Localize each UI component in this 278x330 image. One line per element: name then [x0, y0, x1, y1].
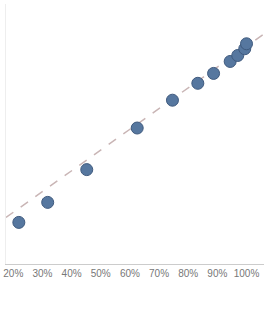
svg-text:20%: 20% [3, 268, 23, 279]
svg-text:70%: 70% [149, 268, 169, 279]
svg-text:100%: 100% [234, 268, 260, 279]
svg-text:60%: 60% [120, 268, 140, 279]
svg-text:50%: 50% [91, 268, 111, 279]
svg-text:80%: 80% [178, 268, 198, 279]
svg-text:90%: 90% [207, 268, 227, 279]
svg-text:30%: 30% [32, 268, 52, 279]
svg-text:40%: 40% [62, 268, 82, 279]
